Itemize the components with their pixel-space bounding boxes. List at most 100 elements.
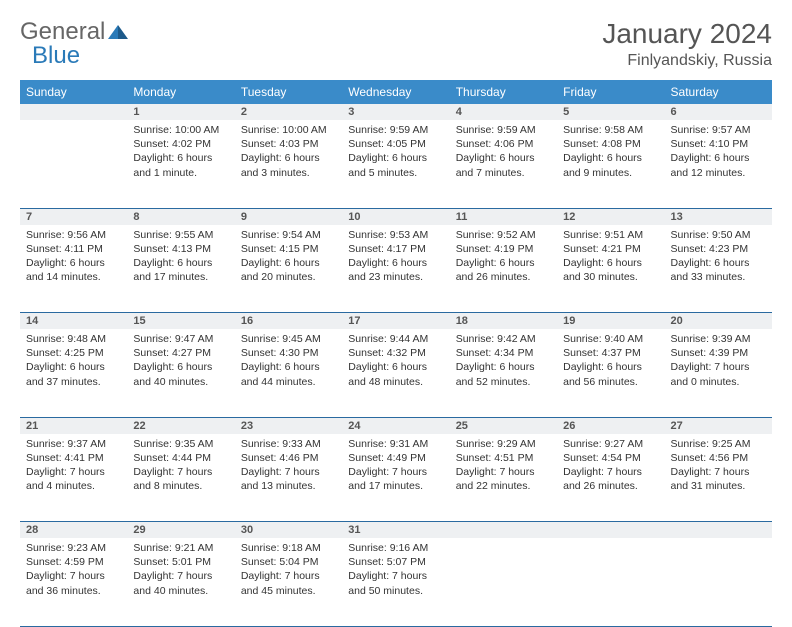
day2-text: and 40 minutes. bbox=[133, 584, 228, 598]
day1-text: Daylight: 6 hours bbox=[241, 151, 336, 165]
day1-text: Daylight: 7 hours bbox=[133, 569, 228, 583]
sunset-text: Sunset: 5:04 PM bbox=[241, 555, 336, 569]
day-cell-body: Sunrise: 9:58 AMSunset: 4:08 PMDaylight:… bbox=[557, 120, 664, 186]
day2-text: and 7 minutes. bbox=[456, 166, 551, 180]
day1-text: Daylight: 7 hours bbox=[241, 569, 336, 583]
day-cell-body: Sunrise: 9:25 AMSunset: 4:56 PMDaylight:… bbox=[665, 434, 772, 500]
header: General January 2024 Finlyandskiy, Russi… bbox=[20, 18, 772, 70]
day2-text: and 23 minutes. bbox=[348, 270, 443, 284]
day-number-cell: 23 bbox=[235, 417, 342, 434]
sunrise-text: Sunrise: 9:21 AM bbox=[133, 541, 228, 555]
day-number-cell: 14 bbox=[20, 313, 127, 330]
day-cell: Sunrise: 9:29 AMSunset: 4:51 PMDaylight:… bbox=[450, 434, 557, 522]
sunset-text: Sunset: 4:34 PM bbox=[456, 346, 551, 360]
day-cell: Sunrise: 9:33 AMSunset: 4:46 PMDaylight:… bbox=[235, 434, 342, 522]
day-cell-body: Sunrise: 9:16 AMSunset: 5:07 PMDaylight:… bbox=[342, 538, 449, 604]
sunset-text: Sunset: 5:01 PM bbox=[133, 555, 228, 569]
sunrise-text: Sunrise: 9:18 AM bbox=[241, 541, 336, 555]
day1-text: Daylight: 6 hours bbox=[563, 256, 658, 270]
sunrise-text: Sunrise: 9:55 AM bbox=[133, 228, 228, 242]
title-block: January 2024 Finlyandskiy, Russia bbox=[602, 18, 772, 70]
sunrise-text: Sunrise: 9:42 AM bbox=[456, 332, 551, 346]
sunset-text: Sunset: 4:39 PM bbox=[671, 346, 766, 360]
weekday-header-row: Sunday Monday Tuesday Wednesday Thursday… bbox=[20, 80, 772, 104]
day-number-cell: 2 bbox=[235, 104, 342, 120]
month-title: January 2024 bbox=[602, 18, 772, 50]
sunrise-text: Sunrise: 9:51 AM bbox=[563, 228, 658, 242]
sunset-text: Sunset: 4:05 PM bbox=[348, 137, 443, 151]
day-number-cell: 19 bbox=[557, 313, 664, 330]
sunrise-text: Sunrise: 9:29 AM bbox=[456, 437, 551, 451]
day-cell-body: Sunrise: 9:53 AMSunset: 4:17 PMDaylight:… bbox=[342, 225, 449, 291]
weekday-header: Sunday bbox=[20, 80, 127, 104]
day1-text: Daylight: 6 hours bbox=[26, 256, 121, 270]
day-number-cell: 25 bbox=[450, 417, 557, 434]
sunset-text: Sunset: 4:25 PM bbox=[26, 346, 121, 360]
day2-text: and 4 minutes. bbox=[26, 479, 121, 493]
day1-text: Daylight: 6 hours bbox=[241, 256, 336, 270]
day-number-cell bbox=[557, 522, 664, 539]
day1-text: Daylight: 7 hours bbox=[456, 465, 551, 479]
day1-text: Daylight: 7 hours bbox=[671, 360, 766, 374]
sunrise-text: Sunrise: 9:56 AM bbox=[26, 228, 121, 242]
day-cell: Sunrise: 9:57 AMSunset: 4:10 PMDaylight:… bbox=[665, 120, 772, 208]
day-number-cell: 21 bbox=[20, 417, 127, 434]
day-cell-body: Sunrise: 9:23 AMSunset: 4:59 PMDaylight:… bbox=[20, 538, 127, 604]
day-cell: Sunrise: 9:18 AMSunset: 5:04 PMDaylight:… bbox=[235, 538, 342, 626]
day-cell: Sunrise: 9:23 AMSunset: 4:59 PMDaylight:… bbox=[20, 538, 127, 626]
day-number-row: 123456 bbox=[20, 104, 772, 120]
weekday-header: Tuesday bbox=[235, 80, 342, 104]
day-number-cell: 16 bbox=[235, 313, 342, 330]
sunset-text: Sunset: 4:19 PM bbox=[456, 242, 551, 256]
day2-text: and 30 minutes. bbox=[563, 270, 658, 284]
day1-text: Daylight: 7 hours bbox=[563, 465, 658, 479]
sunset-text: Sunset: 4:11 PM bbox=[26, 242, 121, 256]
day-cell-body: Sunrise: 9:21 AMSunset: 5:01 PMDaylight:… bbox=[127, 538, 234, 604]
day-cell: Sunrise: 9:21 AMSunset: 5:01 PMDaylight:… bbox=[127, 538, 234, 626]
day-number-cell: 7 bbox=[20, 208, 127, 225]
day-cell-body: Sunrise: 10:00 AMSunset: 4:02 PMDaylight… bbox=[127, 120, 234, 186]
sunrise-text: Sunrise: 9:47 AM bbox=[133, 332, 228, 346]
day-cell-body: Sunrise: 9:29 AMSunset: 4:51 PMDaylight:… bbox=[450, 434, 557, 500]
sunset-text: Sunset: 4:32 PM bbox=[348, 346, 443, 360]
day1-text: Daylight: 6 hours bbox=[563, 360, 658, 374]
sunrise-text: Sunrise: 10:00 AM bbox=[133, 123, 228, 137]
day2-text: and 48 minutes. bbox=[348, 375, 443, 389]
day-cell: Sunrise: 10:00 AMSunset: 4:03 PMDaylight… bbox=[235, 120, 342, 208]
day1-text: Daylight: 6 hours bbox=[133, 256, 228, 270]
day-cell: Sunrise: 9:35 AMSunset: 4:44 PMDaylight:… bbox=[127, 434, 234, 522]
day-cell-body: Sunrise: 9:37 AMSunset: 4:41 PMDaylight:… bbox=[20, 434, 127, 500]
weekday-header: Thursday bbox=[450, 80, 557, 104]
day-cell-body: Sunrise: 9:44 AMSunset: 4:32 PMDaylight:… bbox=[342, 329, 449, 395]
day-cell-body: Sunrise: 9:56 AMSunset: 4:11 PMDaylight:… bbox=[20, 225, 127, 291]
day1-text: Daylight: 6 hours bbox=[563, 151, 658, 165]
sunset-text: Sunset: 4:49 PM bbox=[348, 451, 443, 465]
logo-text-blue: Blue bbox=[32, 42, 80, 70]
day-cell-body: Sunrise: 10:00 AMSunset: 4:03 PMDaylight… bbox=[235, 120, 342, 186]
day-cell: Sunrise: 10:00 AMSunset: 4:02 PMDaylight… bbox=[127, 120, 234, 208]
day-number-cell: 31 bbox=[342, 522, 449, 539]
sunset-text: Sunset: 4:54 PM bbox=[563, 451, 658, 465]
day-cell-body: Sunrise: 9:31 AMSunset: 4:49 PMDaylight:… bbox=[342, 434, 449, 500]
sunset-text: Sunset: 4:13 PM bbox=[133, 242, 228, 256]
day-cell: Sunrise: 9:54 AMSunset: 4:15 PMDaylight:… bbox=[235, 225, 342, 313]
day1-text: Daylight: 6 hours bbox=[456, 360, 551, 374]
sunrise-text: Sunrise: 9:40 AM bbox=[563, 332, 658, 346]
day-number-cell: 12 bbox=[557, 208, 664, 225]
day-cell: Sunrise: 9:48 AMSunset: 4:25 PMDaylight:… bbox=[20, 329, 127, 417]
week-row: Sunrise: 9:23 AMSunset: 4:59 PMDaylight:… bbox=[20, 538, 772, 626]
sunrise-text: Sunrise: 9:52 AM bbox=[456, 228, 551, 242]
day1-text: Daylight: 7 hours bbox=[241, 465, 336, 479]
sunset-text: Sunset: 4:56 PM bbox=[671, 451, 766, 465]
day-cell-body: Sunrise: 9:40 AMSunset: 4:37 PMDaylight:… bbox=[557, 329, 664, 395]
sunset-text: Sunset: 4:08 PM bbox=[563, 137, 658, 151]
week-row: Sunrise: 9:56 AMSunset: 4:11 PMDaylight:… bbox=[20, 225, 772, 313]
day2-text: and 26 minutes. bbox=[563, 479, 658, 493]
day-cell-body: Sunrise: 9:48 AMSunset: 4:25 PMDaylight:… bbox=[20, 329, 127, 395]
day-cell: Sunrise: 9:59 AMSunset: 4:06 PMDaylight:… bbox=[450, 120, 557, 208]
day1-text: Daylight: 6 hours bbox=[241, 360, 336, 374]
day1-text: Daylight: 6 hours bbox=[671, 256, 766, 270]
day-number-cell: 9 bbox=[235, 208, 342, 225]
day2-text: and 8 minutes. bbox=[133, 479, 228, 493]
day1-text: Daylight: 6 hours bbox=[26, 360, 121, 374]
